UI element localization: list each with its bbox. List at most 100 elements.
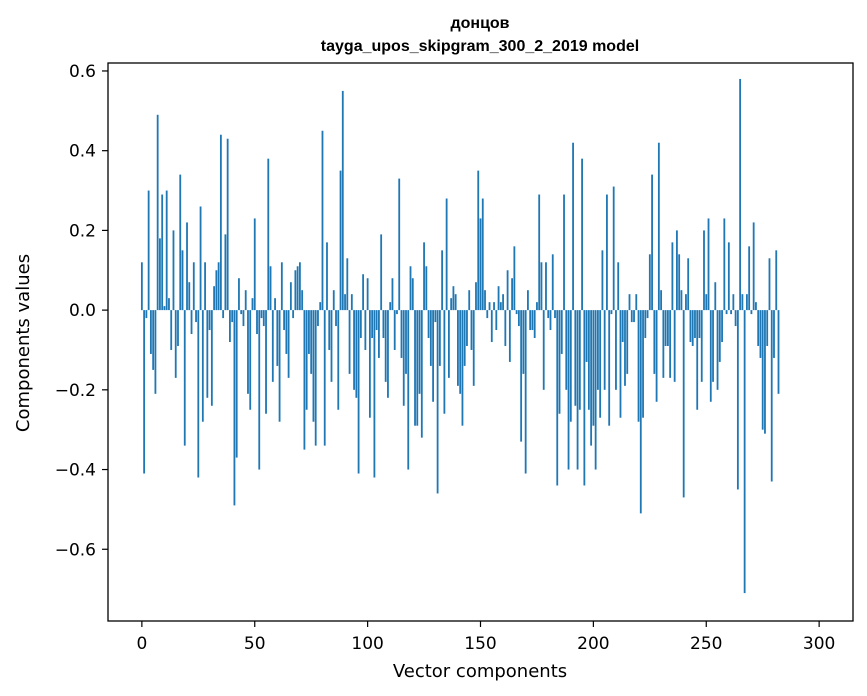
bar-27 [201,310,204,422]
bar-46 [244,290,247,311]
bar-162 [506,270,509,311]
bar-14 [172,230,175,311]
bar-132 [438,310,441,366]
bar-126 [425,266,428,311]
bar-20 [186,222,188,311]
bar-228 [655,310,658,402]
bar-191 [572,142,574,311]
bar-40 [231,310,234,323]
x-tick-label: 100 [351,634,383,654]
bar-4 [149,310,152,354]
x-tick-label: 250 [690,634,722,654]
bar-237 [676,230,678,311]
bar-149 [477,170,480,311]
bar-274 [759,310,762,358]
bar-178 [542,310,545,390]
bar-21 [188,282,191,311]
bar-269 [748,246,751,311]
bar-97 [359,310,362,339]
bar-216 [628,294,631,311]
bar-8 [159,238,161,311]
bar-238 [678,254,681,311]
bar-230 [660,290,663,311]
bar-167 [517,310,520,327]
y-tick-label: 0.2 [69,221,96,241]
bar-113 [396,310,398,315]
bar-251 [707,218,710,311]
bar-6 [154,310,157,394]
bar-248 [700,310,703,382]
bar-159 [499,302,502,311]
bar-195 [581,158,583,311]
bar-101 [368,310,371,418]
bar-262 [732,294,735,311]
bar-182 [551,254,554,311]
bar-127 [427,310,430,339]
bar-112 [393,310,396,350]
bar-47 [247,310,249,394]
bar-212 [619,310,622,418]
bar-70 [298,262,301,311]
bar-72 [303,310,306,450]
bar-196 [583,310,586,486]
x-tick-label: 150 [464,634,496,654]
bar-263 [734,310,737,327]
bar-205 [603,310,606,390]
bar-252 [709,310,712,402]
bar-144 [466,310,468,346]
bar-78 [317,310,319,327]
x-ticks: 0 50 100 150 200 250 300 [136,621,835,654]
bar-256 [718,310,721,362]
bar-138 [452,286,455,311]
bar-229 [657,142,660,311]
bar-280 [773,310,775,358]
bar-81 [323,310,326,446]
bar-270 [750,310,753,315]
bar-260 [727,242,730,311]
bar-63 [283,310,285,331]
bar-38 [226,138,229,311]
bar-275 [761,310,764,430]
bar-120 [411,278,414,311]
bar-19 [183,310,186,446]
bar-278 [768,258,771,311]
bar-273 [757,310,760,346]
bar-5 [152,310,155,370]
bar-244 [691,310,694,346]
bar-77 [314,310,317,446]
x-tick-label: 300 [803,634,835,654]
bar-240 [682,310,685,498]
chart-subtitle: tayga_upos_skipgram_300_2_2019 model [321,38,639,55]
bar-68 [294,270,297,311]
bar-197 [585,310,588,362]
bar-233 [666,310,669,346]
bar-103 [373,310,376,478]
bar-83 [328,310,331,350]
bar-10 [163,306,166,311]
bar-158 [497,286,500,311]
bar-147 [472,310,475,386]
bar-232 [664,310,667,346]
bar-249 [703,230,705,311]
bar-90 [344,294,346,311]
bar-23 [192,262,195,311]
bar-12 [168,298,170,311]
y-axis-label: Components values [13,254,34,432]
bar-193 [576,310,579,470]
bar-60 [276,310,279,366]
bar-61 [278,310,281,422]
bar-143 [463,310,466,366]
bar-79 [319,302,322,311]
bar-135 [445,198,448,311]
bar-33 [215,270,218,311]
bar-171 [527,290,529,311]
bar-73 [305,310,308,410]
bar-109 [387,310,389,398]
bar-272 [755,302,757,311]
bar-265 [739,78,742,311]
bar-59 [274,298,276,311]
bar-34 [217,262,220,311]
bar-243 [689,310,692,342]
bar-181 [549,310,552,331]
bar-160 [502,294,504,311]
